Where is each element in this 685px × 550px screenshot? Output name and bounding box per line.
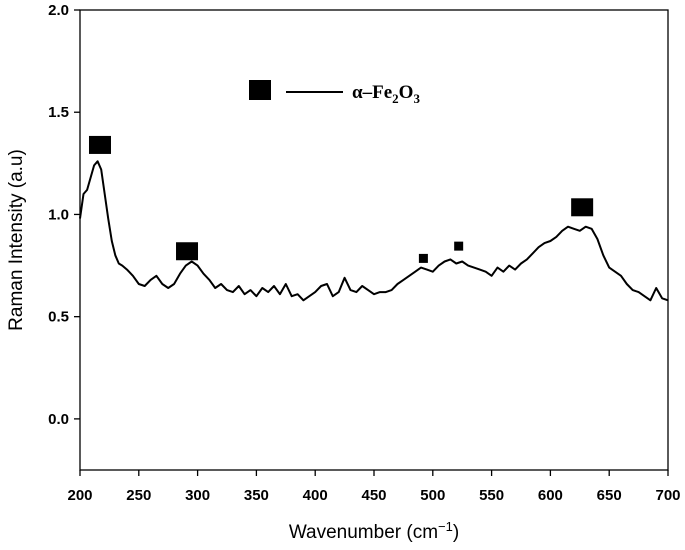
y-axis-ticks: 0.0 0.5 1.0 1.5 2.0 (48, 2, 80, 428)
x-tick-label: 500 (420, 487, 445, 504)
peak-marker (176, 242, 199, 261)
x-tick-label: 400 (303, 487, 328, 504)
series-line (79, 160, 669, 302)
x-tick-label: 600 (538, 487, 563, 504)
y-tick-label: 0.0 (48, 411, 69, 428)
peak-marker (88, 135, 111, 154)
x-tick-label: 200 (67, 487, 92, 504)
series-group (79, 160, 669, 302)
x-tick-label: 300 (185, 487, 210, 504)
peak-markers (88, 135, 594, 263)
peak-marker (571, 198, 594, 217)
x-tick-label: 650 (597, 487, 622, 504)
y-tick-label: 1.0 (48, 206, 69, 223)
legend-label: α–Fe2O3 (352, 82, 420, 106)
peak-marker (454, 241, 464, 251)
y-axis-title: Raman Intensity (a.u) (6, 149, 27, 331)
x-tick-label: 350 (244, 487, 269, 504)
legend: α–Fe2O3 (249, 80, 420, 106)
y-tick-label: 2.0 (48, 2, 69, 19)
y-tick-label: 0.5 (48, 309, 69, 326)
x-axis-title: Wavenumber (cm−1) (289, 519, 459, 543)
x-tick-label: 250 (126, 487, 151, 504)
x-tick-label: 700 (655, 487, 680, 504)
legend-marker (249, 80, 271, 100)
x-axis-ticks: 200 250 300 350 400 450 500 550 600 650 700 (67, 470, 681, 504)
plot-frame (79, 9, 669, 471)
x-tick-label: 450 (361, 487, 386, 504)
y-tick-label: 1.5 (48, 104, 69, 121)
x-tick-label: 550 (479, 487, 504, 504)
peak-marker (418, 253, 428, 263)
